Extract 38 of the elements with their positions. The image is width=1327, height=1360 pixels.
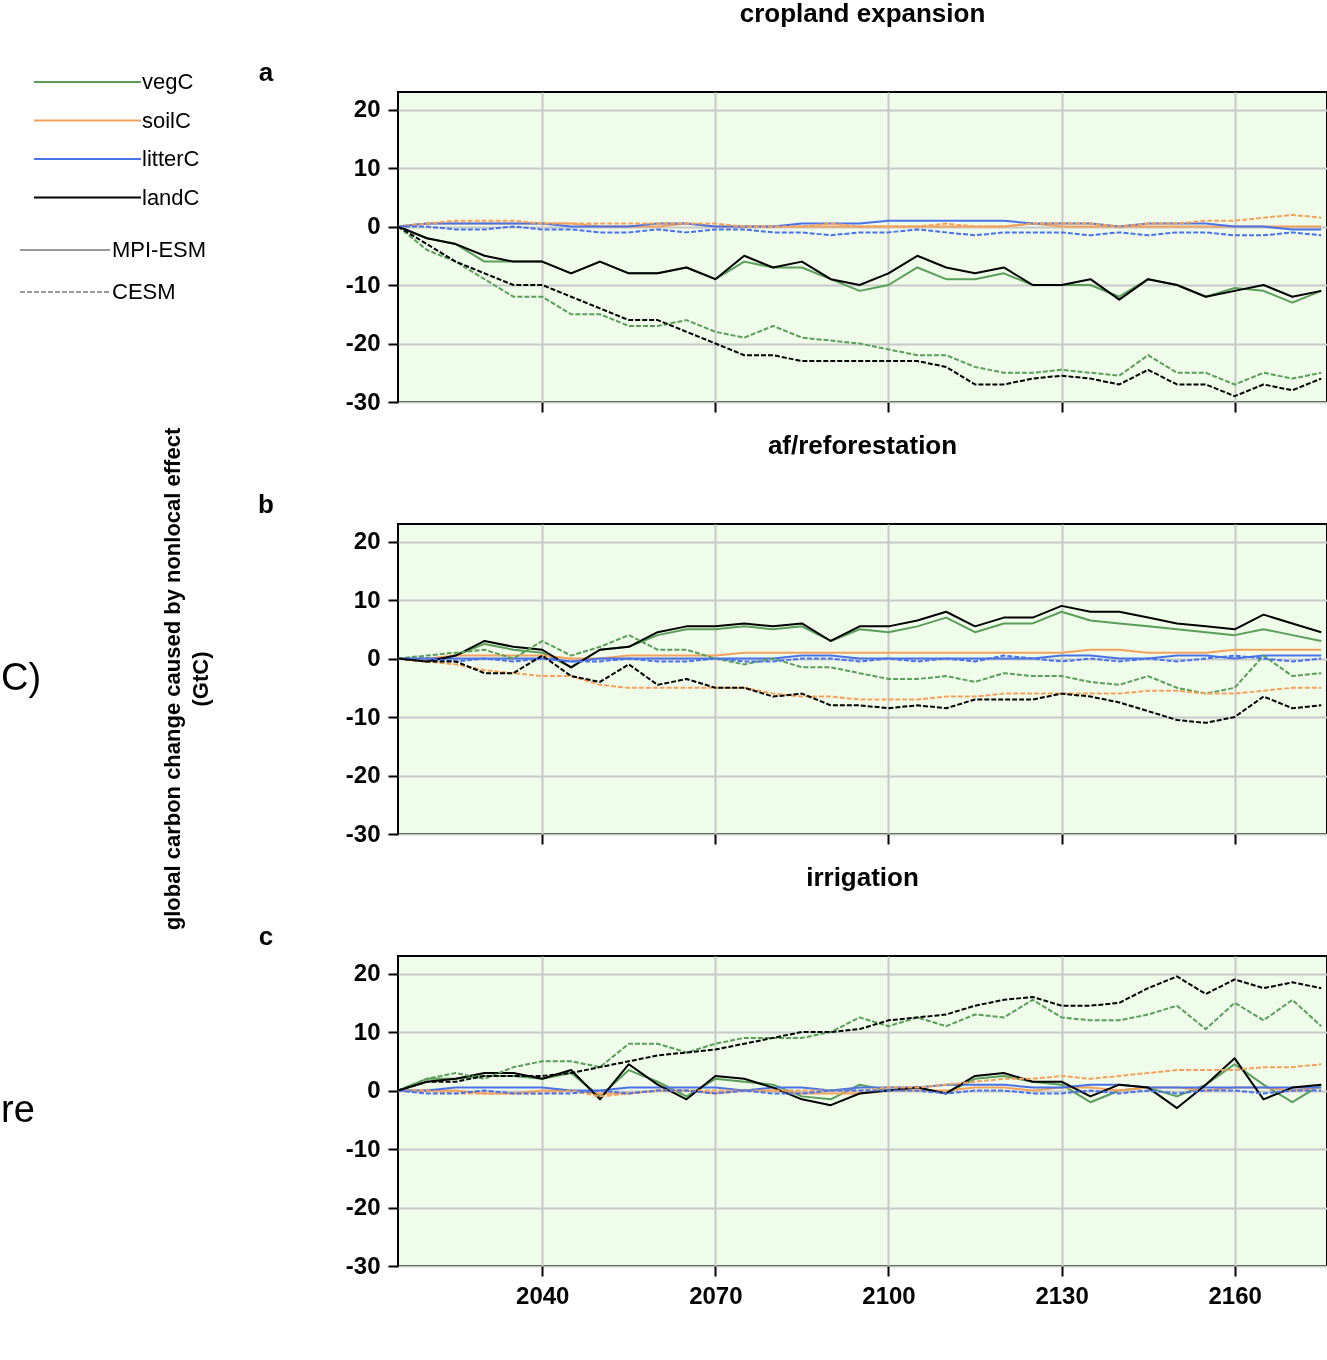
y-tick-label: 10 [353,1017,381,1045]
text: c [258,921,274,951]
y-tick-label: -20 [345,1193,381,1221]
legend-label: vegC [142,69,194,94]
text: C) [1,656,42,698]
y-tick-label: 0 [367,1076,381,1104]
chart-title: irrigation [806,862,919,892]
y-tick-label: -20 [345,329,381,357]
x-tick-label: 2160 [1208,1281,1262,1309]
x-tick-label: 2130 [1035,1281,1089,1309]
x-tick-label: 2100 [862,1281,916,1309]
y-tick-label: 20 [353,959,381,987]
legend-label: landC [142,184,200,210]
x-tick-label: 2040 [516,1281,570,1309]
y-tick-label: -30 [345,387,381,415]
text: re [1,1088,35,1130]
text: MPI-ESM [112,237,207,262]
text: a [258,57,274,87]
chart-title: af/reforestation [767,430,958,460]
y-tick-label: 20 [353,527,381,555]
y-tick-label: -20 [345,761,381,789]
y-tick-label: -10 [345,1134,381,1162]
y-tick-label: 20 [353,95,381,123]
y-tick-label: -30 [345,819,381,847]
y-axis-title: global carbon change caused by nonlocal effect (GtC) [160,427,213,931]
text: CESM [112,279,176,304]
y-tick-label: 10 [353,153,381,181]
y-tick-label: 10 [353,585,381,613]
y-tick-label: -10 [345,702,381,730]
text: b [258,489,274,519]
y-tick-label: -30 [345,1251,381,1279]
y-tick-label: 0 [367,212,381,240]
y-tick-label: 0 [367,644,381,672]
x-tick-label: 2070 [689,1281,743,1309]
y-tick-label: -10 [345,270,381,298]
legend-label: litterC [142,146,200,171]
legend-label: soilC [142,107,192,133]
chart-title: cropland expansion [739,0,986,28]
